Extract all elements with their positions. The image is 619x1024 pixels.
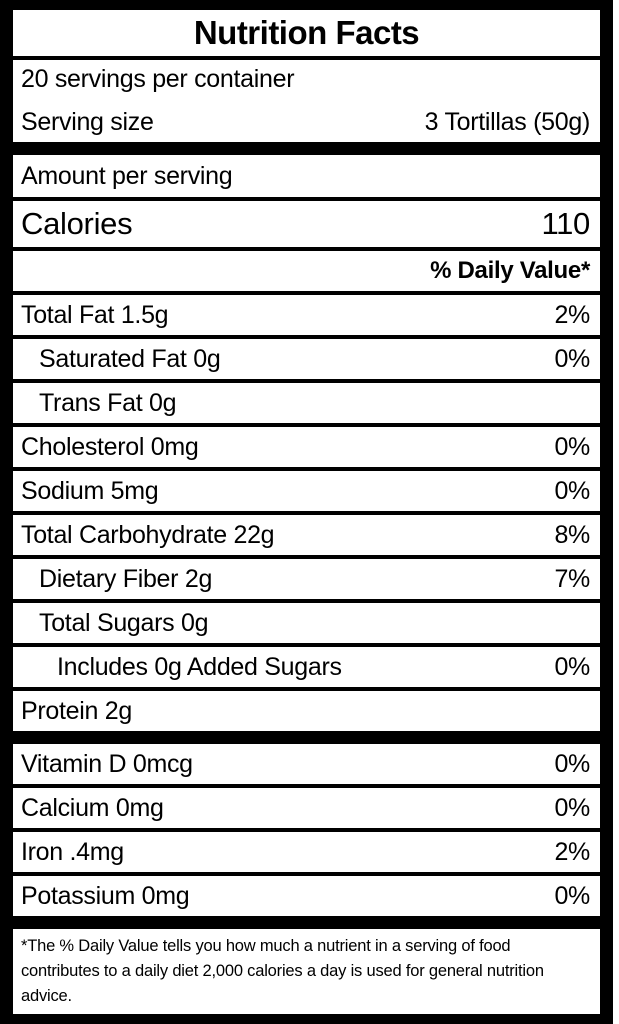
nutrient-row-added-sugars: Includes 0g Added Sugars 0% bbox=[13, 647, 600, 687]
servings-per-container: 20 servings per container bbox=[21, 65, 295, 93]
nutrient-name: Protein 2g bbox=[21, 696, 132, 725]
daily-value-footnote: *The % Daily Value tells you how much a … bbox=[13, 929, 600, 1015]
vitamin-dv: 0% bbox=[554, 793, 590, 822]
nutrient-name: Cholesterol 0mg bbox=[21, 432, 199, 461]
vitamin-name: Vitamin D 0mcg bbox=[21, 749, 193, 778]
calories-row: Calories 110 bbox=[13, 201, 600, 247]
nutrient-row-cholesterol: Cholesterol 0mg 0% bbox=[13, 427, 600, 467]
nutrient-row-trans-fat: Trans Fat 0g bbox=[13, 383, 600, 423]
nutrient-name: Total Fat 1.5g bbox=[21, 300, 169, 329]
serving-size-value: 3 Tortillas (50g) bbox=[424, 108, 591, 136]
nutrient-row-protein: Protein 2g bbox=[13, 691, 600, 731]
nutrient-row-total-fat: Total Fat 1.5g 2% bbox=[13, 295, 600, 335]
vitamin-row-potassium: Potassium 0mg 0% bbox=[13, 876, 600, 916]
calories-label: Calories bbox=[21, 206, 133, 241]
nutrient-dv: 0% bbox=[554, 476, 590, 505]
serving-info-box: 20 servings per container Serving size 3… bbox=[13, 60, 600, 142]
vitamin-name: Iron .4mg bbox=[21, 837, 124, 866]
label-title-box: Nutrition Facts bbox=[13, 10, 600, 56]
vitamin-name: Calcium 0mg bbox=[21, 793, 164, 822]
nutrient-dv: 0% bbox=[554, 652, 590, 681]
footnote-text: *The % Daily Value tells you how much a … bbox=[21, 937, 544, 1005]
vitamin-name: Potassium 0mg bbox=[21, 881, 190, 910]
daily-value-header: % Daily Value* bbox=[13, 251, 600, 291]
amount-per-serving-label: Amount per serving bbox=[21, 161, 233, 190]
nutrient-name: Dietary Fiber 2g bbox=[39, 564, 213, 593]
nutrient-row-sodium: Sodium 5mg 0% bbox=[13, 471, 600, 511]
nutrient-dv: 7% bbox=[554, 564, 590, 593]
nutrient-row-total-sugars: Total Sugars 0g bbox=[13, 603, 600, 643]
nutrient-name: Saturated Fat 0g bbox=[39, 344, 221, 373]
daily-value-header-label: % Daily Value* bbox=[430, 257, 590, 284]
nutrient-name: Total Carbohydrate 22g bbox=[21, 520, 275, 549]
nutrient-dv: 2% bbox=[554, 300, 590, 329]
nutrient-dv: 0% bbox=[554, 432, 590, 461]
vitamin-row-calcium: Calcium 0mg 0% bbox=[13, 788, 600, 828]
amount-per-serving: Amount per serving bbox=[13, 155, 600, 197]
serving-size-row: Serving size 3 Tortillas (50g) bbox=[21, 108, 590, 137]
label-title: Nutrition Facts bbox=[193, 14, 420, 51]
calories-value: 110 bbox=[541, 206, 590, 241]
nutrient-row-dietary-fiber: Dietary Fiber 2g 7% bbox=[13, 559, 600, 599]
serving-size-label: Serving size bbox=[21, 108, 154, 136]
nutrient-dv: 0% bbox=[554, 344, 590, 373]
nutrient-name: Includes 0g Added Sugars bbox=[57, 652, 342, 681]
nutrient-row-saturated-fat: Saturated Fat 0g 0% bbox=[13, 339, 600, 379]
nutrient-row-total-carbohydrate: Total Carbohydrate 22g 8% bbox=[13, 515, 600, 555]
vitamin-dv: 2% bbox=[554, 837, 590, 866]
nutrient-dv: 8% bbox=[554, 520, 590, 549]
vitamin-row-iron: Iron .4mg 2% bbox=[13, 832, 600, 872]
nutrient-name: Total Sugars 0g bbox=[39, 608, 209, 637]
vitamin-dv: 0% bbox=[554, 881, 590, 910]
vitamin-dv: 0% bbox=[554, 749, 590, 778]
vitamin-row-vitamin-d: Vitamin D 0mcg 0% bbox=[13, 744, 600, 784]
nutrient-name: Sodium 5mg bbox=[21, 476, 159, 505]
nutrient-name: Trans Fat 0g bbox=[39, 388, 177, 417]
